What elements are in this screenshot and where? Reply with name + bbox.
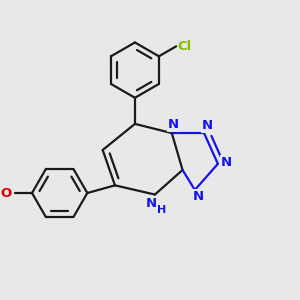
Text: N: N xyxy=(168,118,179,131)
Text: H: H xyxy=(157,205,166,215)
Text: N: N xyxy=(221,156,232,169)
Text: Cl: Cl xyxy=(178,40,192,53)
Text: N: N xyxy=(202,119,213,132)
Text: N: N xyxy=(146,197,157,210)
Text: N: N xyxy=(193,190,204,203)
Text: O: O xyxy=(0,187,11,200)
